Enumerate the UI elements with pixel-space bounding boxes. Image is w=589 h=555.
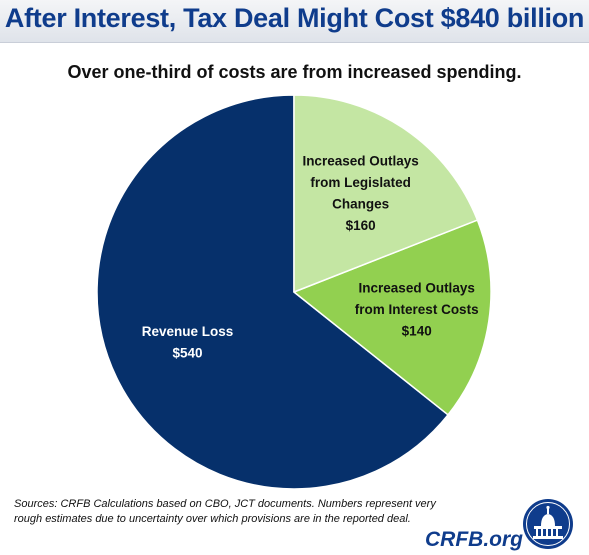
brand-url: CRFB.org (425, 528, 523, 551)
chart-title: After Interest, Tax Deal Might Cost $840… (4, 3, 585, 33)
slice-label: Revenue Loss (142, 324, 234, 339)
slice-label: $160 (346, 218, 376, 233)
pie-slice (293, 219, 492, 416)
pie-slice (96, 94, 449, 490)
source-line: Sources: CRFB Calculations based on CBO,… (14, 498, 436, 510)
slice-label: Increased Outlays (302, 154, 418, 169)
slice-label: Changes (332, 197, 389, 212)
slice-label: $140 (402, 324, 432, 339)
source-note: Sources: CRFB Calculations based on CBO,… (14, 497, 514, 527)
title-bar: After Interest, Tax Deal Might Cost $840… (0, 0, 589, 43)
slice-label: from Interest Costs (355, 302, 479, 317)
slice-label: from Legislated (310, 175, 411, 190)
source-line: rough estimates due to uncertainty over … (14, 513, 411, 525)
pie-slice (293, 94, 479, 293)
slice-label: $540 (172, 346, 202, 361)
capitol-seal-icon (521, 497, 575, 551)
chart-subtitle: Over one-third of costs are from increas… (67, 62, 522, 82)
slice-label: Increased Outlays (359, 281, 475, 296)
